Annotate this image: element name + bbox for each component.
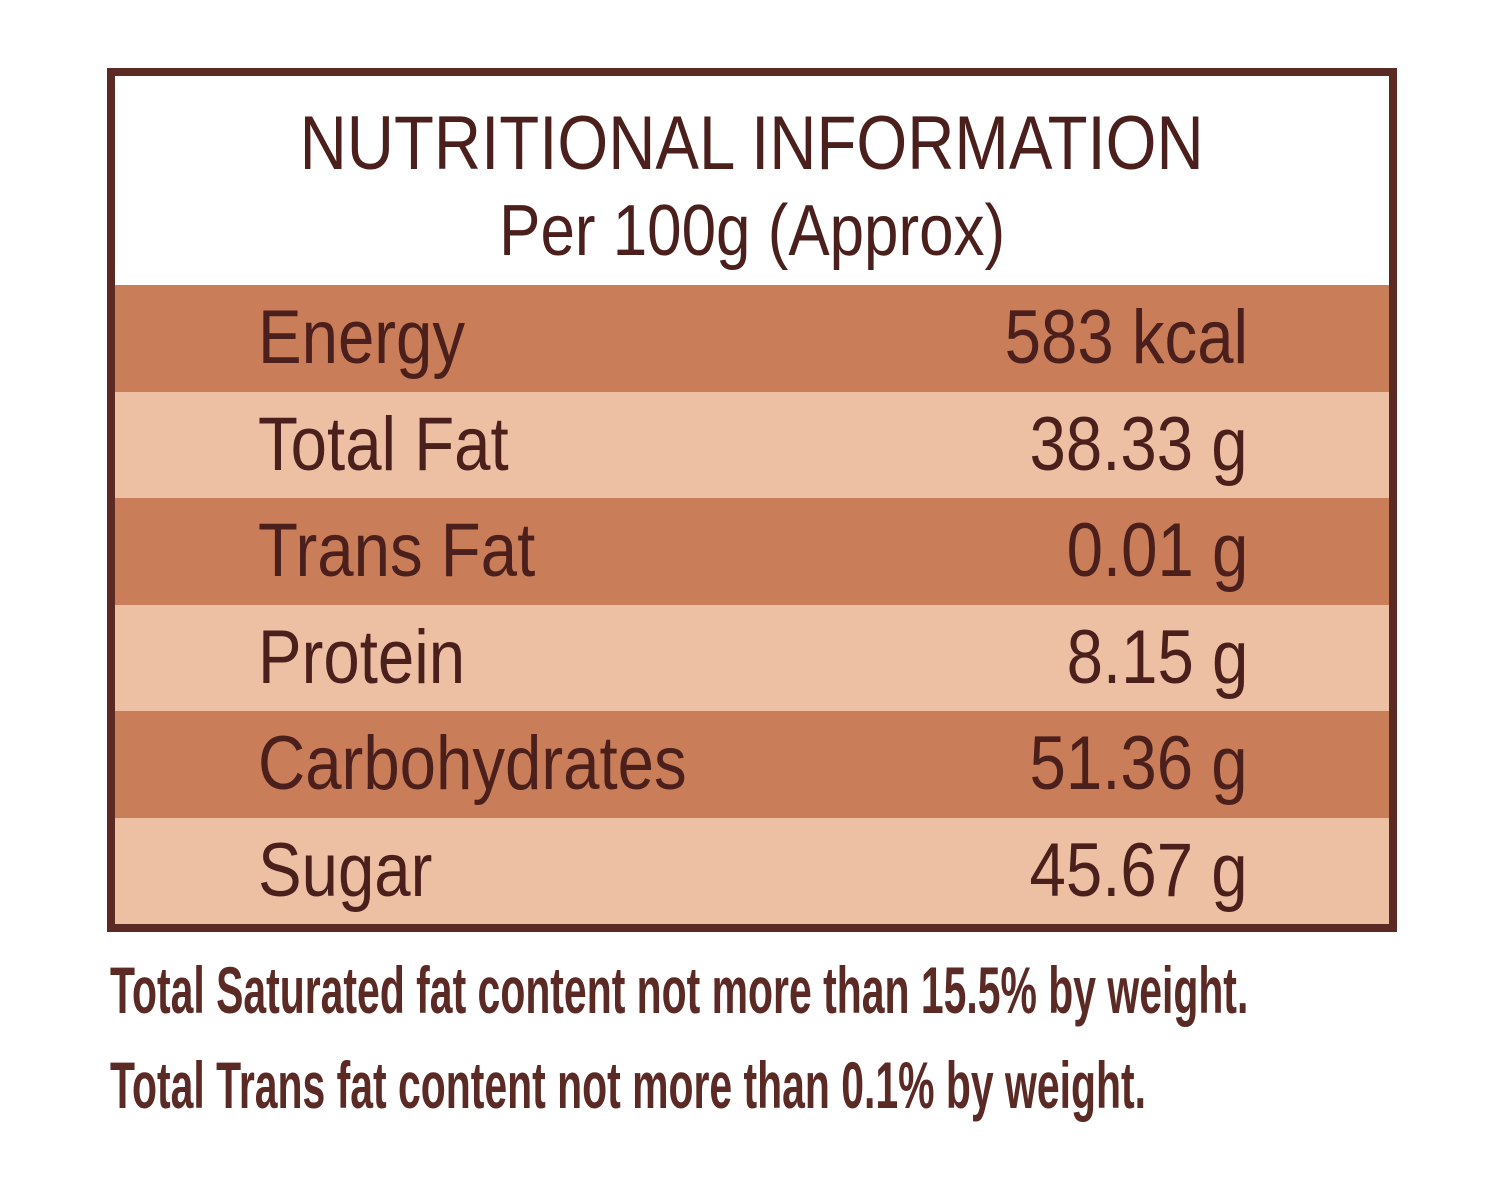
nutrient-value: 583 kcal: [1004, 295, 1248, 380]
table-row: Sugar 45.67 g: [115, 817, 1389, 924]
nutrient-name: Trans Fat: [258, 508, 536, 593]
nutrient-name: Carbohydrates: [258, 721, 687, 806]
title-wrap: NUTRITIONAL INFORMATION: [115, 104, 1389, 184]
nutrient-value: 51.36 g: [1029, 721, 1248, 806]
table-row: Protein 8.15 g: [115, 604, 1389, 711]
nutrient-value: 8.15 g: [1066, 614, 1248, 700]
title: NUTRITIONAL INFORMATION: [299, 101, 1205, 186]
nutrition-panel: NUTRITIONAL INFORMATION Per 100g (Approx…: [107, 68, 1397, 932]
table-row: Energy 583 kcal: [115, 285, 1389, 392]
table-row: Carbohydrates 51.36 g: [115, 711, 1389, 818]
footnote: Total Trans fat content not more than 0.…: [110, 1048, 1146, 1122]
nutrition-table: Energy 583 kcal Total Fat 38.33 g Trans Fat 0…: [115, 285, 1389, 924]
nutrient-name: Energy: [258, 295, 466, 380]
nutrient-name: Total Fat: [258, 401, 509, 487]
subtitle: Per 100g (Approx): [499, 191, 1005, 271]
nutrient-value: 0.01 g: [1066, 508, 1248, 593]
table-row: Total Fat 38.33 g: [115, 391, 1389, 498]
subtitle-wrap: Per 100g (Approx): [115, 191, 1389, 271]
nutrient-value: 45.67 g: [1029, 827, 1248, 913]
footnote: Total Saturated fat content not more tha…: [110, 953, 1249, 1027]
table-row: Trans Fat 0.01 g: [115, 498, 1389, 605]
nutrient-value: 38.33 g: [1029, 401, 1248, 487]
nutrient-name: Sugar: [258, 827, 433, 913]
nutrient-name: Protein: [258, 614, 466, 700]
